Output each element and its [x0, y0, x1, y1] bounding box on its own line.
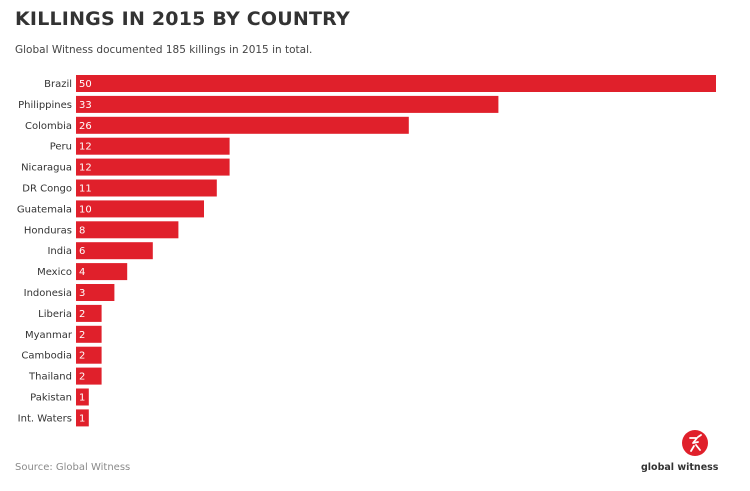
category-label: Philippines [18, 100, 72, 111]
bar-value-label: 3 [79, 288, 85, 299]
bar-value-label: 1 [79, 413, 85, 424]
bar [76, 200, 204, 218]
bar-value-label: 11 [79, 184, 92, 195]
bar-value-label: 26 [79, 121, 92, 132]
category-label: India [47, 246, 72, 257]
bar-value-label: 2 [79, 351, 85, 362]
category-label: Guatemala [17, 204, 72, 215]
bar-value-label: 12 [79, 142, 92, 153]
category-label: Myanmar [25, 330, 73, 341]
category-label: Peru [50, 142, 72, 153]
bar [76, 242, 153, 260]
global-witness-logo: global witness [641, 430, 718, 476]
bar [76, 221, 179, 239]
bar-value-label: 2 [79, 330, 85, 341]
global-witness-logo-icon [682, 430, 708, 456]
bar-value-label: 6 [79, 246, 85, 257]
category-label: Nicaragua [21, 163, 72, 174]
category-label: Brazil [44, 79, 72, 90]
bar-value-label: 2 [79, 372, 85, 383]
bar [76, 263, 128, 281]
bar-value-label: 33 [79, 100, 92, 111]
category-label: Thailand [28, 372, 72, 383]
bar [76, 367, 102, 385]
bar [76, 95, 499, 113]
category-label: Pakistan [30, 393, 72, 404]
bar [76, 304, 102, 322]
category-label: Indonesia [24, 288, 72, 299]
bar [76, 137, 230, 155]
category-label: Colombia [25, 121, 72, 132]
bar-value-label: 2 [79, 309, 85, 320]
category-label: Liberia [38, 309, 72, 320]
bar-value-label: 50 [79, 79, 92, 90]
source-note: Source: Global Witness [15, 462, 131, 473]
bar [76, 116, 409, 134]
bar [76, 158, 230, 176]
bar [76, 409, 89, 427]
logo-text: global witness [641, 462, 719, 473]
bar-value-label: 1 [79, 393, 85, 404]
bar-value-label: 10 [79, 204, 92, 215]
bar-value-label: 8 [79, 225, 85, 236]
bar [76, 388, 89, 406]
bar-value-label: 12 [79, 163, 92, 174]
chart-title: KILLINGS IN 2015 BY COUNTRY [15, 8, 350, 30]
category-label: Honduras [24, 225, 72, 236]
bar [76, 179, 217, 197]
category-label: Cambodia [21, 351, 72, 362]
bar [76, 346, 102, 364]
category-label: Int. Waters [18, 413, 72, 424]
bar-value-label: 4 [79, 267, 85, 278]
bar [76, 284, 115, 301]
chart-subtitle: Global Witness documented 185 killings i… [15, 44, 313, 56]
category-label: Mexico [37, 267, 72, 278]
category-label: DR Congo [22, 184, 72, 195]
bar [76, 75, 716, 92]
bar [76, 325, 102, 343]
